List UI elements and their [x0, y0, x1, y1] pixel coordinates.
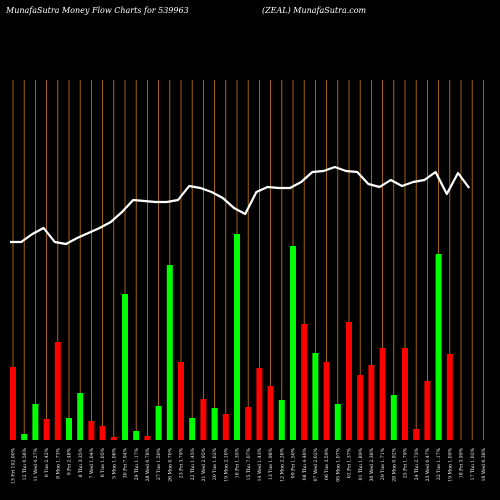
gridlines [12, 80, 484, 440]
x-axis-tick-label: 06 Tue 3.59% [324, 447, 330, 480]
money-flow-bar [122, 294, 128, 440]
x-axis-tick-label: 22 Thu 1.45% [190, 447, 196, 480]
x-axis-tick-label: 27 Tue 1.50% [156, 447, 162, 480]
money-flow-bars [10, 234, 453, 440]
money-flow-bar [166, 265, 173, 440]
money-flow-bar [267, 386, 274, 440]
x-axis-tick-label: 13 Tue 1.98% [268, 447, 274, 480]
price-line-path [10, 165, 471, 246]
money-flow-bar [66, 418, 72, 440]
money-flow-bar [278, 400, 285, 440]
price-line [10, 165, 471, 246]
x-axis-tick-label: 7 Wed 1.04% [89, 447, 95, 478]
x-axis-tick-label: 5 Mon 1.06% [111, 447, 117, 478]
money-flow-bar [222, 414, 229, 440]
money-flow-bar [379, 348, 386, 440]
money-flow-bar [290, 246, 296, 440]
money-flow-bar [234, 234, 240, 440]
money-flow-bar [357, 375, 364, 440]
chart-title: MunafaSutra Money Flow Charts for 539963 [6, 6, 189, 15]
x-axis-tick-label: 0 Tue 2.42% [44, 447, 50, 477]
money-flow-bar [446, 354, 453, 440]
x-axis-tick-label: 26 Mon 0.70% [167, 447, 173, 481]
money-flow-bar [43, 419, 50, 440]
x-axis-labels: 13 Fri 102.00% 12 Thu 0.56% 11 Wed 4.27% 0 … [11, 447, 487, 484]
x-axis-tick-label: 28 Mon 0.92% [391, 447, 397, 481]
x-axis-tick-label: 07 Wed 2.02% [313, 447, 319, 481]
money-flow-bar [200, 399, 207, 440]
money-flow-bar [390, 395, 397, 440]
money-flow-bar [301, 324, 308, 440]
chart-site-label: (ZEAL) MunafaSutra.com [262, 6, 367, 15]
money-flow-bar [155, 406, 162, 440]
x-axis-tick-label: 9 Fri 2.48% [67, 447, 73, 475]
money-flow-bar [110, 437, 117, 440]
money-flow-bar [334, 404, 341, 440]
x-axis-tick-label: 16 Wed 0.38% [481, 447, 487, 481]
x-axis-tick-label: 08 Thu 4.40% [302, 447, 308, 480]
money-flow-bar [189, 418, 196, 440]
x-axis-tick-label: 11 Wed 4.27% [33, 447, 39, 481]
x-axis-tick-label: 25 Fri 1.79% [403, 447, 409, 478]
money-flow-bar [10, 367, 16, 440]
x-axis-tick-label: 22 Tue 1.17% [436, 447, 442, 480]
x-axis-tick-label: 23 Wed 0.47% [425, 447, 431, 481]
money-flow-bar [178, 362, 184, 440]
x-axis-tick-label: 24 Thu 2.73% [414, 447, 420, 480]
x-axis-tick-label: 28 Wed 0.78% [145, 447, 151, 481]
x-axis-tick-label: 20 Tue 1.02% [212, 447, 218, 480]
x-axis-tick-label: 21 Wed 2.95% [201, 447, 207, 481]
x-axis-tick-label: 14 Wed 1.43% [257, 447, 263, 481]
x-axis-tick-label: 19 Mon 1.09% [447, 447, 453, 481]
x-axis-tick-label: 6 Tue 1.05% [100, 447, 106, 477]
money-flow-bar [435, 254, 442, 440]
x-axis-tick-label: 30 Wed 2.38% [369, 447, 375, 481]
x-axis-tick-label: 01 Thu 1.89% [358, 447, 364, 480]
x-axis-tick-label: 12 Thu 0.56% [22, 447, 28, 480]
x-axis-tick-label: 12 Mon 2.26% [279, 447, 285, 481]
x-axis-tick-label: 09 Fri 1.50% [291, 447, 297, 478]
x-axis-tick-label: 19 Mon 2.10% [223, 447, 229, 481]
money-flow-bar [256, 368, 263, 440]
money-flow-bar [99, 426, 106, 440]
money-flow-bar [424, 381, 431, 440]
money-flow-bar [21, 434, 28, 440]
money-flow-bar [144, 436, 151, 440]
x-axis-tick-label: 29 Thu 1.17% [134, 447, 140, 480]
x-axis-tick-label: 05 Mon 1.07% [335, 447, 341, 481]
money-flow-bar [245, 407, 252, 440]
money-flow-bar [346, 322, 352, 440]
money-flow-bar [211, 408, 218, 440]
x-axis-tick-label: 15 Thu 7.07% [246, 447, 252, 480]
x-axis-tick-label: 29 Tue 1.71% [380, 447, 386, 480]
money-flow-bar [54, 342, 61, 440]
x-axis-tick-label: 8 Mon 1.73% [55, 447, 61, 478]
money-flow-bar [402, 348, 408, 440]
money-flow-bar [88, 421, 95, 440]
money-flow-bar [32, 404, 39, 440]
x-axis-tick-label: 18 Fri 3.99% [459, 447, 465, 478]
x-axis-tick-label: 02 Fri 1.37% [347, 447, 353, 478]
money-flow-bar [312, 353, 319, 440]
x-axis-tick-label: 17 Thu 1.02% [470, 447, 476, 480]
money-flow-bar [413, 429, 420, 440]
money-flow-bar [77, 393, 84, 440]
money-flow-bar [323, 362, 330, 440]
money-flow-bar [368, 365, 375, 440]
money-flow-bar [133, 431, 140, 440]
x-axis-tick-label: 8 Thu 3.35% [78, 447, 84, 477]
x-axis-tick-label: 16 Fri 1.35% [235, 447, 241, 478]
x-axis-tick-label: 30 Fri 7.94% [123, 447, 129, 478]
x-axis-tick-label: 13 Fri 102.00% [11, 447, 17, 484]
x-axis-tick-label: 23 Fri 3.79% [179, 447, 185, 478]
